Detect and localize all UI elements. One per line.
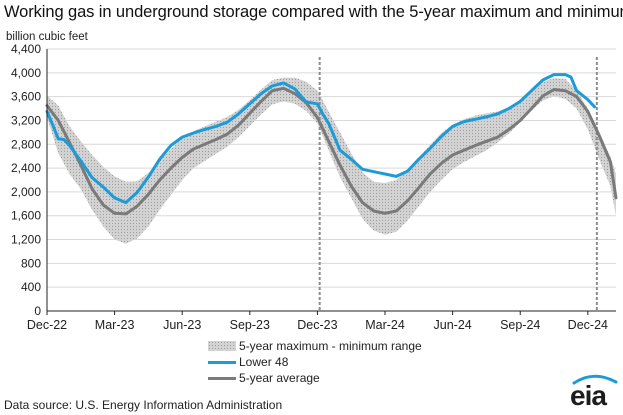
legend-label-lower48: Lower 48 [239,355,289,369]
y-tick-label-1: 400 [21,280,41,294]
x-tick-label-5: Mar-24 [365,318,405,332]
legend-item-band: 5-year maximum - minimum range [208,338,422,354]
legend-swatch-average [208,376,236,380]
axes [46,49,616,315]
x-tick-label-8: Dec-24 [568,318,608,332]
x-tick-label-3: Sep-23 [230,318,270,332]
y-tick-label-0: 0 [34,304,41,318]
legend-swatch-lower48 [208,360,236,364]
x-tick-label-6: Jun-24 [434,318,472,332]
legend: 5-year maximum - minimum range Lower 48 … [208,338,422,386]
y-tick-label-9: 3,600 [11,90,41,104]
y-tick-label-4: 1,600 [11,209,41,223]
y-tick-label-8: 3,200 [11,113,41,127]
grid-lines [47,48,616,288]
data-source-note: Data source: U.S. Energy Information Adm… [4,398,283,412]
legend-swatch-band [208,341,236,351]
y-tick-label-5: 2,000 [11,185,41,199]
eia-logo: eia [566,374,622,411]
legend-label-band: 5-year maximum - minimum range [239,339,422,353]
y-tick-label-6: 2,400 [11,161,41,175]
series-line-1 [45,73,597,205]
y-axis-label: billion cubic feet [6,31,88,43]
y-tick-label-7: 2,800 [11,137,41,151]
chart-title: Working gas in underground storage compa… [4,3,623,21]
x-tick-label-1: Mar-23 [95,318,135,332]
eia-logo-text: eia [570,380,607,411]
y-tick-labels: 0 400 800 1,200 1,600 2,000 2,400 2,800 3,200 3,6… [11,42,41,318]
legend-item-lower48: Lower 48 [208,354,422,370]
legend-label-average: 5-year average [239,371,320,385]
eia-logo-arc-icon [572,374,618,385]
vertical-markers [318,57,598,311]
y-tick-label-10: 4,000 [11,66,41,80]
series-layer [45,73,618,216]
x-tick-label-2: Jun-23 [163,318,201,332]
y-tick-label-11: 4,400 [11,42,41,56]
y-tick-label-3: 1,200 [11,233,41,247]
x-tick-label-7: Sep-24 [500,318,540,332]
band-range-area [47,77,616,244]
series-line-0 [45,86,618,216]
x-tick-label-4: Dec-23 [297,318,337,332]
legend-item-average: 5-year average [208,370,422,386]
x-tick-label-0: Dec-22 [27,318,67,332]
band-layer [47,77,616,244]
x-tick-labels: Dec-22 Mar-23 Jun-23 Sep-23 Dec-23 Mar-24 Jun-… [27,318,608,332]
y-tick-label-2: 800 [21,256,41,270]
